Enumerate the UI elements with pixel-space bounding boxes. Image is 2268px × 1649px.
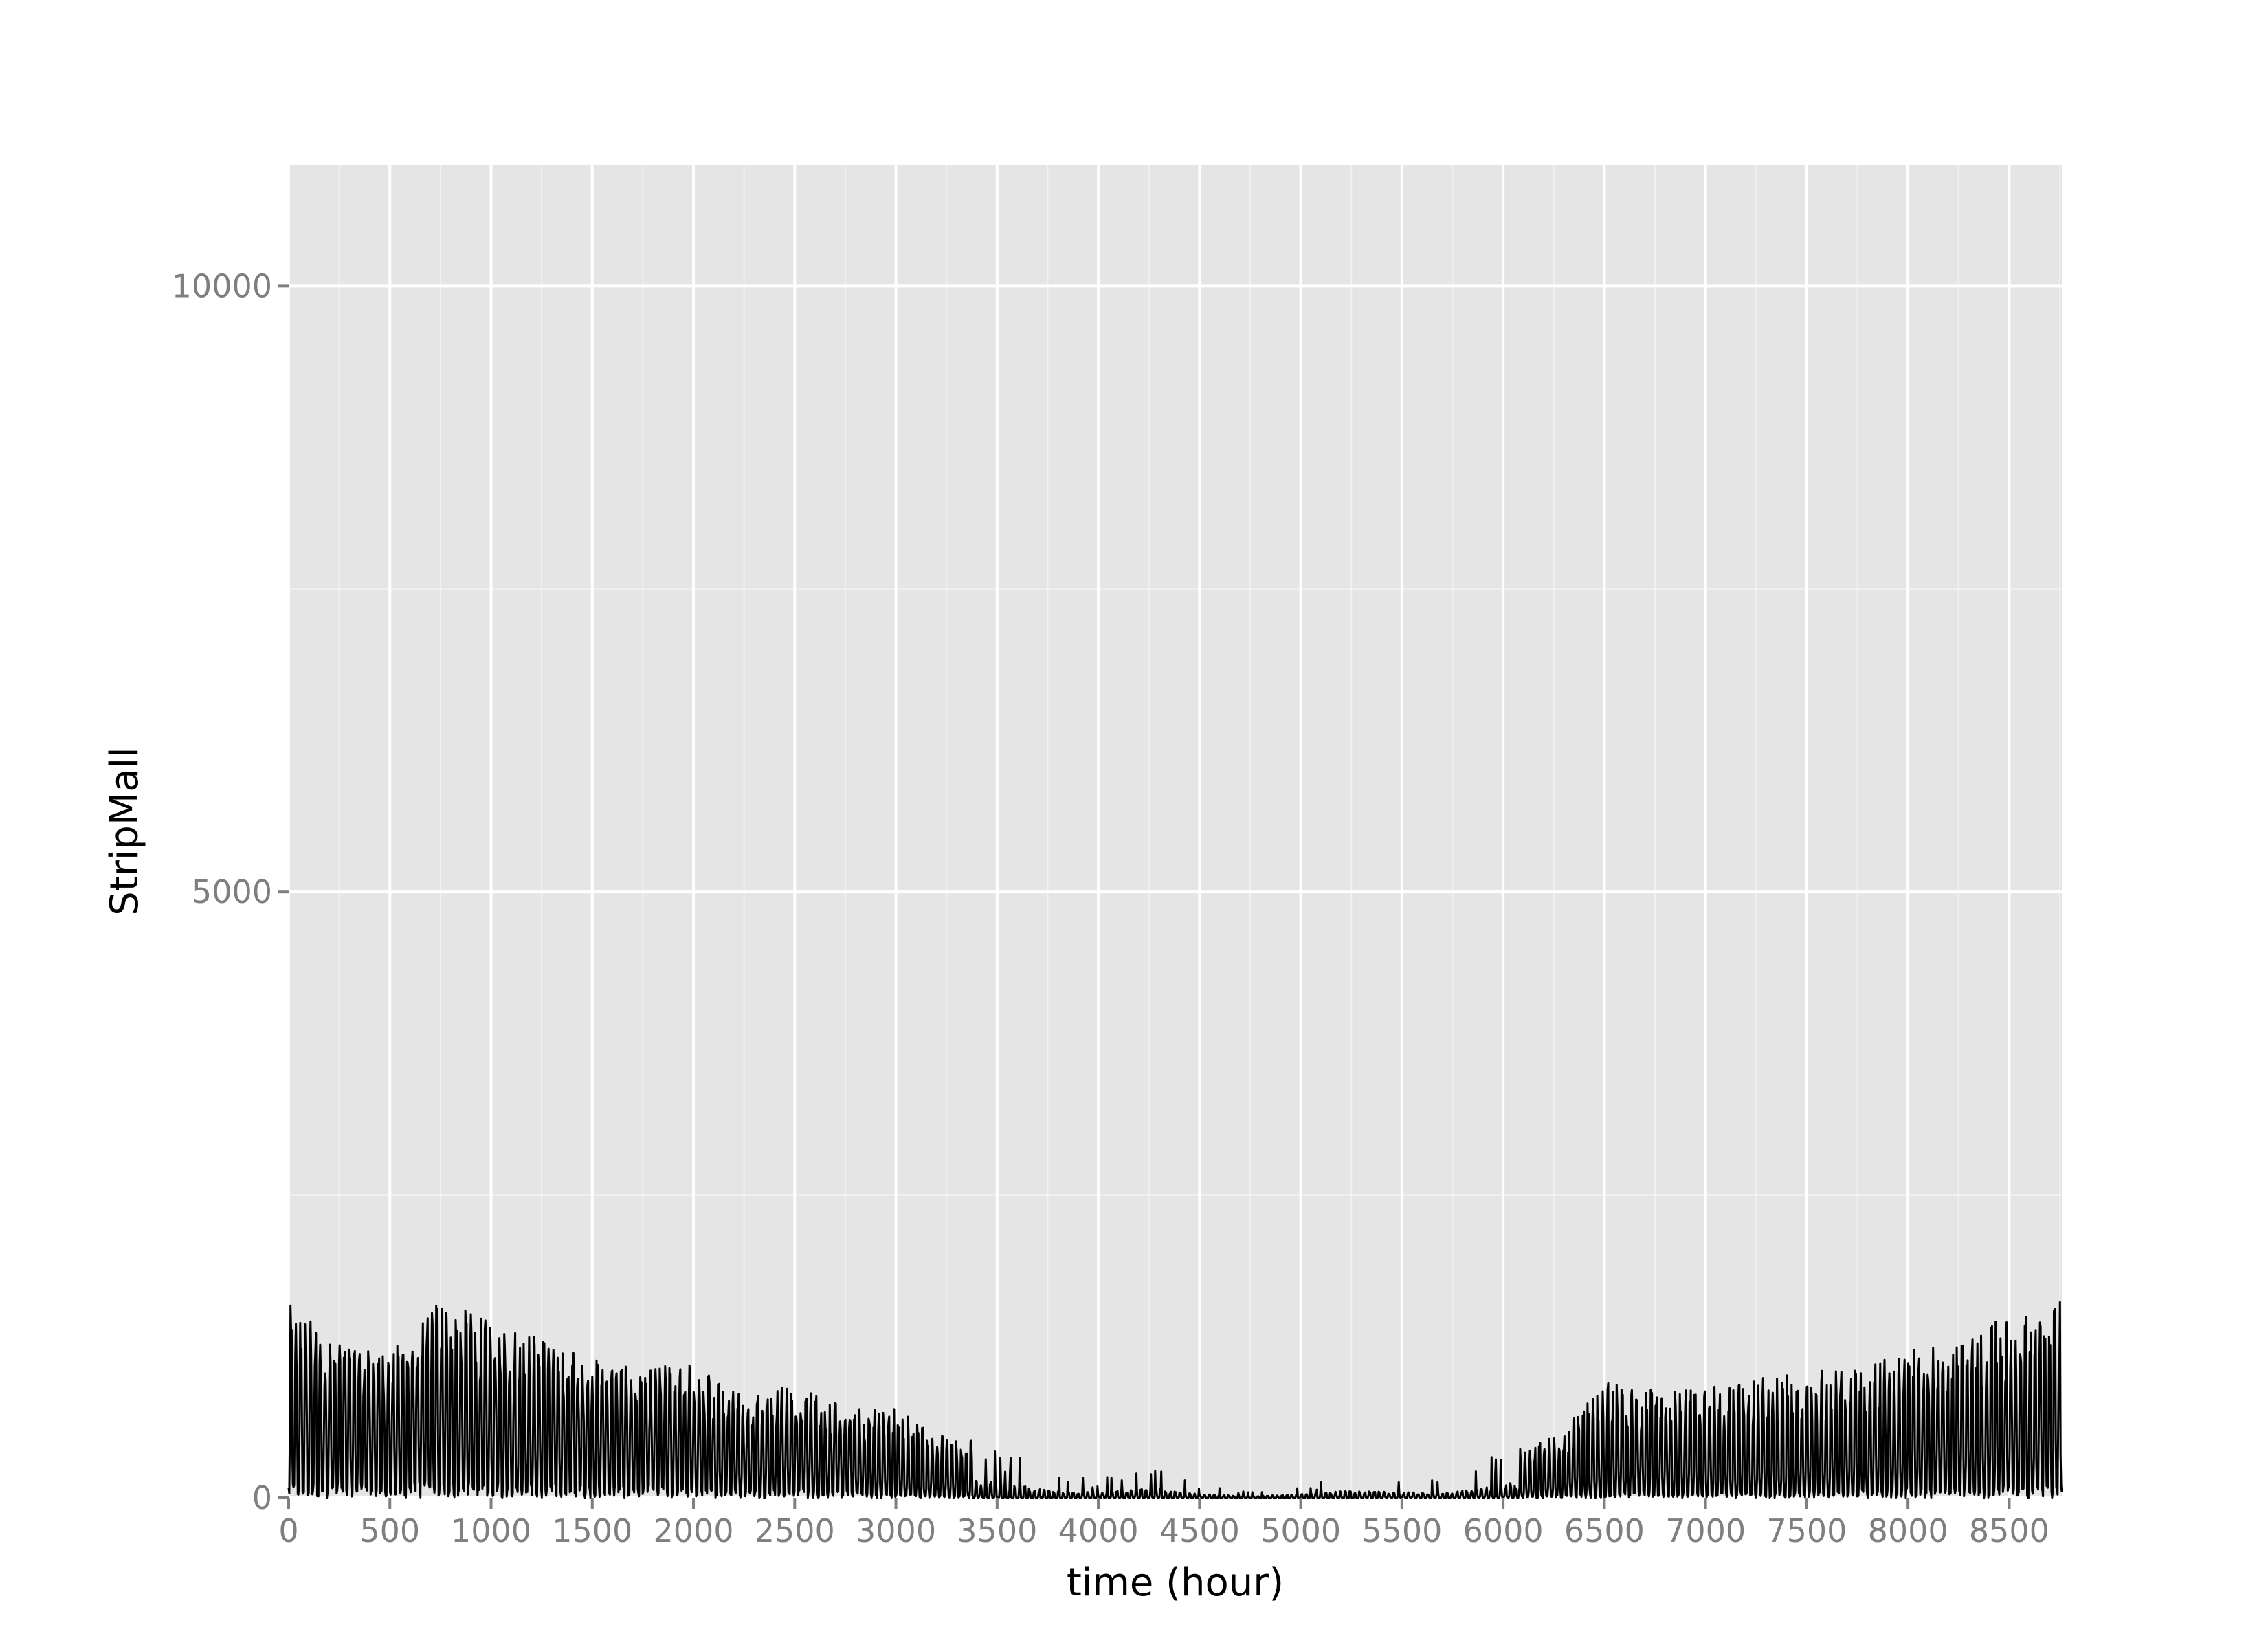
y-tick-label: 0	[252, 1479, 272, 1516]
y-axis-title: StripMall	[102, 747, 147, 915]
x-tick-label: 4500	[1159, 1512, 1240, 1549]
x-tick-label: 2000	[654, 1512, 734, 1549]
x-tick-label: 8500	[1969, 1512, 2049, 1549]
x-tick-label: 3000	[856, 1512, 936, 1549]
x-axis-ticks: 0 500 1000 1500 2000 2500 3000 3500 4000 4500 5000…	[278, 1498, 2049, 1549]
minor-gridlines	[289, 165, 2062, 1498]
x-tick-label: 1500	[552, 1512, 632, 1549]
x-tick-label: 3500	[957, 1512, 1037, 1549]
x-tick-label: 5000	[1260, 1512, 1341, 1549]
x-tick-label: 2500	[755, 1512, 835, 1549]
x-tick-label: 4000	[1058, 1512, 1139, 1549]
x-tick-label: 8000	[1868, 1512, 1948, 1549]
x-tick-label: 7500	[1766, 1512, 1847, 1549]
x-axis-title: time (hour)	[1067, 1560, 1284, 1605]
y-axis-ticks: 0 5000 10000	[172, 267, 289, 1516]
x-tick-label: 6500	[1564, 1512, 1645, 1549]
x-tick-label: 1000	[451, 1512, 531, 1549]
plot-panel	[289, 165, 2062, 1498]
x-tick-label: 6000	[1463, 1512, 1544, 1549]
y-tick-label: 10000	[172, 267, 272, 304]
series-layer	[287, 1301, 2063, 1499]
x-tick-label: 5500	[1361, 1512, 1442, 1549]
x-tick-label: 0	[278, 1512, 298, 1549]
x-tick-label: 500	[359, 1512, 420, 1549]
y-tick-label: 5000	[192, 873, 272, 910]
series-line-0	[287, 1301, 2063, 1499]
x-tick-label: 7000	[1665, 1512, 1746, 1549]
